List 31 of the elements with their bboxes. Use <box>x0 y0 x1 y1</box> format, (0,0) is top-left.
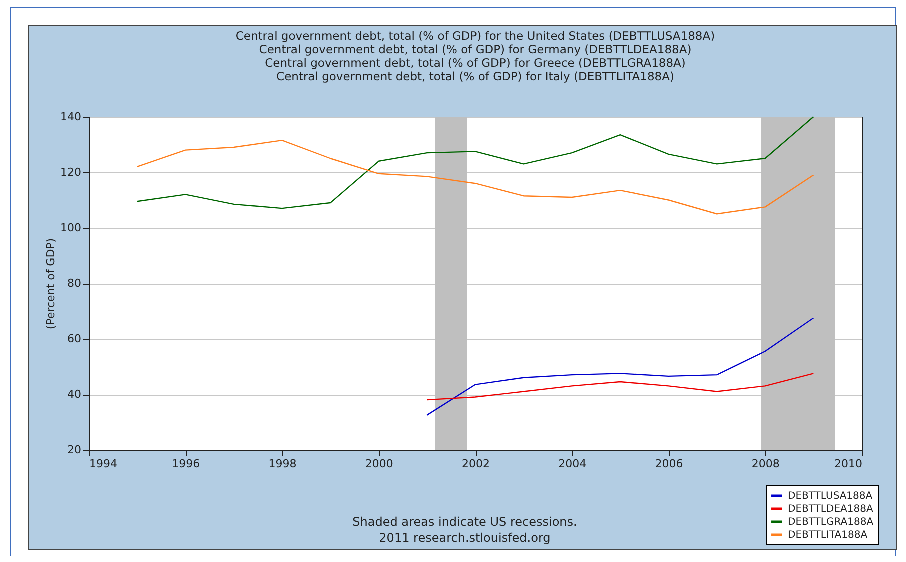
x-tick-label: 2008 <box>752 458 780 470</box>
line-series <box>136 116 814 210</box>
text: Shaded areas indicate US recessions. <box>352 514 578 530</box>
legend-label: DEBTTLGRA188A <box>788 517 874 528</box>
x-tick-label: 1994 <box>90 458 118 470</box>
y-tick-label: 20 <box>68 444 82 456</box>
legend-label: DEBTTLDEA188A <box>788 504 874 515</box>
y-tick-label: 80 <box>68 277 82 290</box>
x-tick-label: 2002 <box>462 458 490 470</box>
x-tick-label: 1996 <box>172 458 200 470</box>
x-tick-label: 2000 <box>365 458 394 470</box>
text: 2011 research.stlouisfed.org <box>378 530 552 546</box>
text: Central government debt, total (% of GDP) for the United States (DEBTTLUSA188A) <box>236 29 716 43</box>
y-tick-label: 40 <box>68 388 82 401</box>
line-series <box>136 140 814 215</box>
x-tick-label: 2004 <box>558 458 587 470</box>
x-tick-label: 2010 <box>834 458 862 470</box>
x-tick-label: 1998 <box>268 458 297 470</box>
line-series <box>426 318 814 416</box>
y-axis-title: (Percent of GDP) <box>44 238 58 330</box>
x-tick-label: 2006 <box>655 458 684 470</box>
legend-label: DEBTTLUSA188A <box>788 491 873 502</box>
y-tick-label: 100 <box>60 222 82 234</box>
text: Central government debt, total (% of GDP) for Germany (DEBTTLDEA188A) <box>259 42 692 56</box>
text: Central government debt, total (% of GDP) for Italy (DEBTTLITA188A) <box>276 70 674 84</box>
legend-label: DEBTTLITA188A <box>788 530 868 541</box>
line-series <box>426 373 814 401</box>
y-tick-label: 120 <box>60 166 82 179</box>
y-tick-label: 60 <box>68 332 82 346</box>
y-tick-label: 140 <box>60 110 82 124</box>
text: Central government debt, total (% of GDP) for Greece (DEBTTLGRA188A) <box>265 56 686 70</box>
